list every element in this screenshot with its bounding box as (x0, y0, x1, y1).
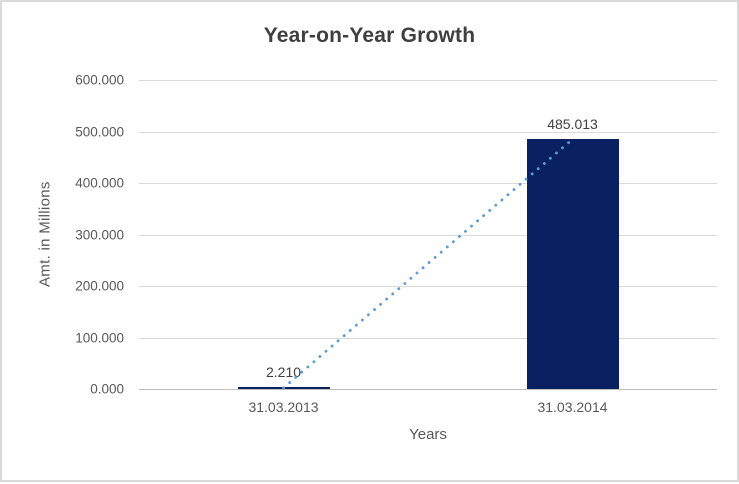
data-label: 485.013 (547, 116, 598, 133)
gridline (139, 80, 717, 81)
chart-title: Year-on-Year Growth (263, 24, 476, 47)
y-tick-label: 600.000 (75, 72, 124, 88)
y-tick-label: 100.000 (75, 330, 124, 345)
y-tick-label: 0.000 (90, 381, 124, 397)
y-axis-tick-labels: 0.000 100.000 200.000 300.000 400.000 500.000… (2, 73, 124, 397)
y-tick-label: 400.000 (75, 175, 124, 191)
x-axis-tick-labels: 31.03.2013 31.03.2014 (139, 389, 717, 419)
gridline (139, 234, 717, 236)
gridline (139, 183, 717, 184)
y-tick-label: 500.000 (75, 124, 124, 139)
x-axis-line (139, 389, 717, 390)
plot-area[interactable]: 2.210 485.013 (139, 80, 717, 390)
x-tick-label: 31.03.2014 (537, 399, 608, 415)
bar-31.03.2014[interactable] (526, 139, 619, 389)
gridline (139, 286, 717, 287)
y-tick-label: 300.000 (75, 227, 124, 242)
x-tick-label: 31.03.2013 (248, 399, 319, 415)
gridline (139, 337, 717, 339)
x-axis-title: Years (409, 426, 447, 443)
y-tick-label: 200.000 (75, 278, 124, 294)
gridline (139, 131, 717, 133)
data-label: 2.210 (265, 363, 302, 380)
